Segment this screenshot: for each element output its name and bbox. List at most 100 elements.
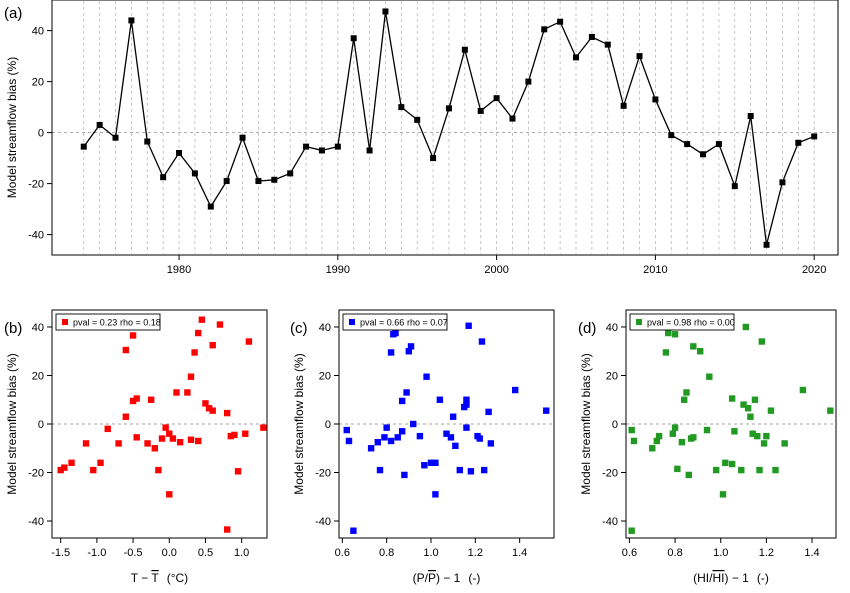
y-tick-label: 40 — [32, 26, 44, 38]
data-point — [407, 343, 415, 350]
data-point — [423, 373, 430, 380]
data-point — [683, 389, 690, 396]
data-point — [740, 401, 747, 408]
x-tick-label: 1.0 — [234, 547, 249, 559]
x-tick-label: 1.0 — [423, 547, 438, 559]
data-point — [696, 348, 704, 355]
panel-label: (b) — [4, 320, 22, 337]
legend-pval: pval = 0.23 — [73, 318, 117, 328]
data-point — [690, 343, 697, 350]
x-tick-label: 1990 — [326, 264, 350, 276]
y-tick-label: 0 — [325, 419, 331, 431]
x-tick-label: 0.6 — [335, 547, 350, 559]
data-point — [97, 459, 104, 467]
data-point — [779, 179, 786, 186]
data-point — [115, 440, 122, 447]
data-point — [731, 183, 738, 190]
data-point — [231, 431, 238, 439]
data-point — [234, 468, 242, 475]
data-point — [61, 464, 68, 471]
data-point — [195, 437, 202, 445]
data-point — [202, 400, 209, 407]
data-point — [209, 341, 216, 349]
x-axis-title-unit: (-) — [757, 571, 769, 585]
data-point — [436, 396, 444, 403]
data-point — [543, 407, 550, 414]
data-point — [628, 527, 635, 534]
x-tick-label: 1980 — [167, 264, 191, 276]
data-point — [343, 426, 350, 434]
data-point — [756, 466, 763, 474]
data-point — [795, 139, 802, 146]
data-point — [223, 409, 231, 417]
data-point — [187, 436, 195, 443]
data-point — [767, 407, 775, 414]
data-point — [493, 95, 500, 102]
data-point — [144, 440, 151, 447]
y-tick-label: 20 — [319, 370, 331, 382]
legend-rho: rho = 0.18 — [120, 318, 161, 328]
data-point — [398, 104, 405, 111]
data-point — [155, 466, 162, 474]
data-point — [690, 434, 697, 441]
data-point — [57, 466, 64, 474]
data-point — [681, 396, 688, 403]
x-tick-label: 2000 — [484, 264, 508, 276]
y-axis-title: Model streamflow bias (%) — [292, 353, 306, 494]
data-point — [452, 442, 459, 450]
data-point — [376, 466, 384, 474]
data-point — [242, 430, 249, 437]
data-point — [303, 143, 310, 150]
data-point — [350, 35, 357, 42]
data-point — [671, 424, 679, 431]
data-point — [463, 396, 470, 403]
data-point — [758, 338, 766, 345]
data-point — [187, 373, 195, 380]
x-axis-title-unit: (-) — [468, 571, 480, 585]
data-point — [742, 323, 750, 331]
y-axis-title: Model streamflow bias (%) — [5, 57, 19, 198]
data-point — [763, 241, 770, 248]
data-point — [685, 471, 692, 479]
y-tick-label: -20 — [28, 179, 44, 191]
data-point — [394, 434, 401, 441]
legend-marker — [349, 319, 355, 325]
x-axis-title-tail: ) − 1 — [724, 571, 749, 585]
data-point — [318, 147, 325, 154]
data-point — [461, 46, 468, 53]
panel-label: (a) — [4, 5, 22, 22]
data-point — [772, 466, 779, 474]
data-point — [541, 26, 548, 33]
data-point — [191, 349, 198, 356]
data-point — [255, 178, 262, 185]
y-axis-title: Model streamflow bias (%) — [579, 353, 593, 494]
data-point — [731, 428, 738, 435]
data-point — [636, 53, 643, 60]
data-point — [649, 445, 656, 452]
x-axis-title-overlined: P — [428, 571, 436, 585]
data-point — [509, 115, 516, 122]
data-point — [668, 132, 675, 139]
data-point — [350, 527, 357, 534]
data-point — [480, 466, 488, 474]
data-point — [387, 349, 395, 356]
data-point — [367, 445, 375, 452]
data-point — [557, 18, 564, 25]
data-point — [662, 349, 670, 356]
x-tick-label: 2010 — [643, 264, 667, 276]
data-point — [620, 102, 627, 109]
panel-label: (c) — [290, 320, 308, 337]
legend-box — [55, 313, 161, 331]
data-point — [198, 316, 206, 323]
x-axis-title: T − T (°C) — [131, 571, 188, 585]
data-point — [271, 176, 278, 183]
data-point — [604, 41, 611, 48]
panel-b: -40 -20 0 20 40 -1.5 -1.0 -0.5 0.0 0.5 1.0 Model st… — [4, 309, 268, 585]
data-point — [728, 395, 736, 402]
legend-marker — [636, 319, 642, 325]
data-point — [463, 401, 470, 408]
data-point — [700, 151, 707, 158]
data-point — [447, 434, 455, 441]
data-point — [166, 430, 173, 437]
data-point — [781, 440, 788, 447]
